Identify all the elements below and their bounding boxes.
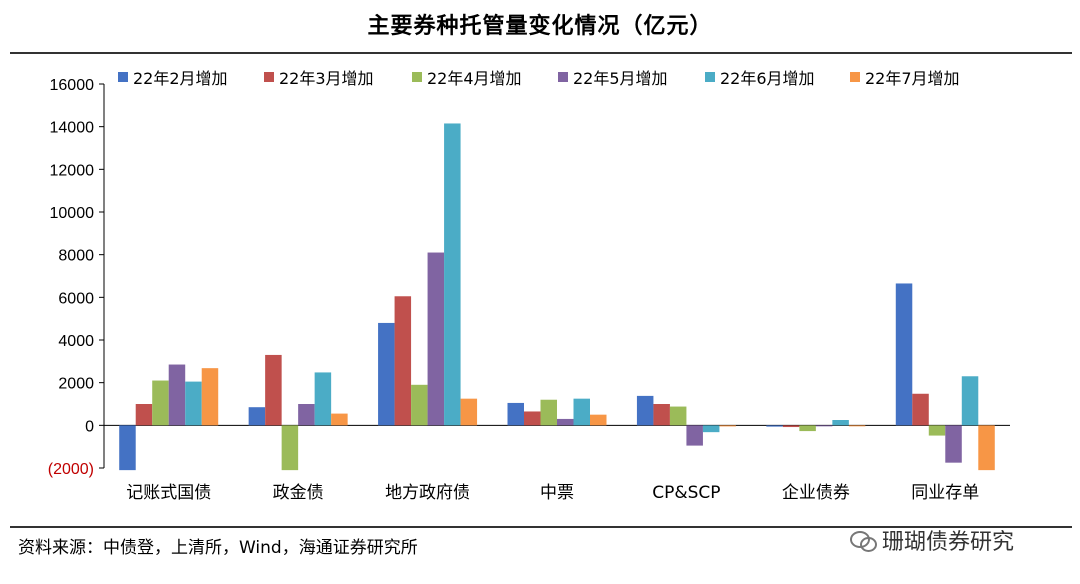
bar [265, 354, 282, 426]
x-tick-label: 政金债 [273, 483, 324, 503]
y-tick-label: 2000 [58, 376, 94, 393]
bar [928, 425, 946, 436]
bar [653, 404, 670, 426]
bar [815, 425, 833, 427]
bar-chart: (2000) 0 2000 4000 6000 8000 10000 12000 14000 16… [48, 69, 1010, 503]
source-note: 资料来源：中债登，上清所，Wind，海通证券研究所 [18, 538, 418, 558]
bar [590, 414, 607, 426]
bar [782, 425, 800, 428]
bar [201, 368, 219, 426]
bar [945, 425, 962, 463]
bar [524, 411, 541, 426]
bar [331, 413, 348, 426]
bar [895, 283, 913, 426]
bar [573, 398, 590, 426]
watermark-text: 珊瑚债券研究 [882, 530, 1015, 555]
bar [848, 425, 866, 427]
bar [281, 425, 299, 471]
watermark: 珊瑚债券研究 [850, 524, 1014, 556]
legend-label: 22年3月增加 [279, 69, 374, 88]
bar [686, 425, 703, 446]
bar [314, 372, 332, 426]
x-tick-label: 地方政府债 [385, 483, 470, 503]
bar [411, 384, 428, 426]
bar [168, 364, 186, 426]
bar [119, 425, 136, 471]
y-tick-label: 16000 [50, 77, 95, 94]
x-tick-label: CP&SCP [652, 483, 720, 503]
bar [507, 402, 524, 426]
wechat-icon [850, 529, 877, 552]
bar [636, 395, 654, 426]
legend-swatch [118, 72, 128, 82]
bar [540, 399, 557, 426]
x-tick-label: 同业存单 [911, 483, 979, 503]
x-tick-label: 记账式国债 [126, 483, 211, 503]
bar [669, 406, 687, 426]
bar [766, 425, 783, 427]
legend-label: 22年2月增加 [133, 69, 228, 88]
legend-label: 22年5月增加 [573, 69, 668, 88]
legend-label: 22年4月增加 [427, 69, 522, 88]
bar [702, 425, 720, 433]
bar [832, 420, 849, 426]
x-tick-label: 中票 [540, 483, 574, 503]
source-divider [10, 526, 1072, 528]
y-tick-label: 10000 [50, 205, 95, 222]
legend-label: 22年7月增加 [865, 69, 960, 88]
legend-swatch [264, 72, 274, 82]
x-tick-label: 企业债券 [782, 483, 850, 503]
bar [135, 404, 153, 426]
legend-swatch [705, 72, 715, 82]
bar [248, 407, 266, 426]
bar [378, 322, 395, 426]
bar [557, 418, 574, 426]
bar [152, 380, 169, 426]
bar [961, 376, 979, 426]
y-tick-label: 0 [85, 418, 94, 435]
y-tick-label: 8000 [58, 248, 94, 265]
legend-swatch [558, 72, 568, 82]
bar [185, 381, 202, 426]
y-tick-label: 14000 [50, 120, 95, 137]
bar [444, 123, 461, 426]
y-tick-label: 4000 [58, 333, 94, 350]
bar [460, 398, 478, 426]
title-divider [10, 52, 1072, 54]
bar [394, 296, 412, 426]
bar [298, 404, 315, 426]
bar [427, 252, 445, 426]
legend-swatch [412, 72, 422, 82]
y-tick-label: 6000 [58, 290, 94, 307]
chart-title: 主要券种托管量变化情况（亿元） [367, 14, 713, 39]
bar [978, 425, 995, 471]
bar [912, 393, 929, 426]
legend-swatch [850, 72, 860, 82]
bar [719, 425, 736, 427]
bar [799, 425, 816, 432]
y-tick-label: (2000) [48, 461, 94, 478]
y-tick-label: 12000 [50, 162, 95, 179]
legend-label: 22年6月增加 [720, 69, 815, 88]
